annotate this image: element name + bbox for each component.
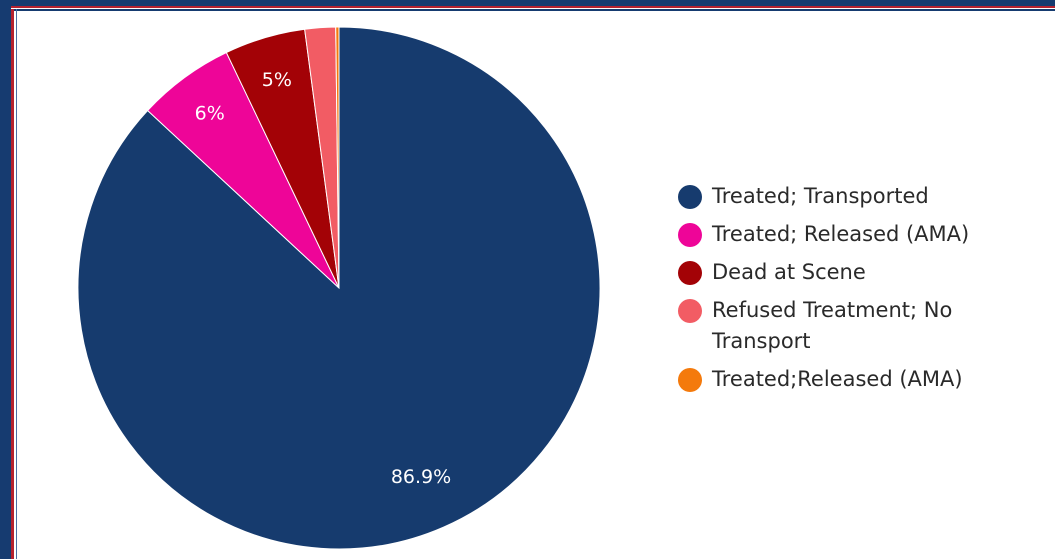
legend-label: Refused Treatment; No Transport bbox=[712, 298, 953, 353]
header-border-blue-thin bbox=[0, 9, 1055, 11]
legend-item-treated-released-ama-2: Treated;Released (AMA) bbox=[678, 364, 1048, 395]
legend-label: Treated; Released (AMA) bbox=[712, 222, 970, 246]
left-border-blue bbox=[0, 0, 11, 559]
pie-slice-treated-released-ama bbox=[335, 26, 340, 289]
legend-item-dead-at-scene: Dead at Scene bbox=[678, 257, 1048, 288]
legend-swatch bbox=[678, 185, 702, 209]
legend-item-refused-treatment: Refused Treatment; No Transport bbox=[678, 295, 1048, 357]
legend-label: Treated;Released (AMA) bbox=[712, 367, 963, 391]
legend-item-treated-transported: Treated; Transported bbox=[678, 181, 1048, 212]
legend-swatch bbox=[678, 299, 702, 323]
header-border-blue bbox=[0, 0, 1055, 6]
left-border-line bbox=[16, 9, 17, 559]
slice-data-label: 6% bbox=[195, 102, 225, 124]
left-border-red bbox=[11, 9, 14, 559]
legend-item-treated-released-ama: Treated; Released (AMA) bbox=[678, 219, 1048, 250]
legend-label: Treated; Transported bbox=[712, 184, 929, 208]
chart-legend: Treated; Transported Treated; Released (… bbox=[678, 181, 1048, 402]
header-border-red bbox=[0, 6, 1055, 8]
slice-data-label: 5% bbox=[262, 69, 292, 91]
legend-label: Dead at Scene bbox=[712, 260, 866, 284]
legend-swatch bbox=[678, 223, 702, 247]
header-border-gap bbox=[0, 8, 1055, 9]
slice-data-label: 86.9% bbox=[391, 466, 451, 488]
legend-swatch bbox=[678, 261, 702, 285]
legend-swatch bbox=[678, 368, 702, 392]
